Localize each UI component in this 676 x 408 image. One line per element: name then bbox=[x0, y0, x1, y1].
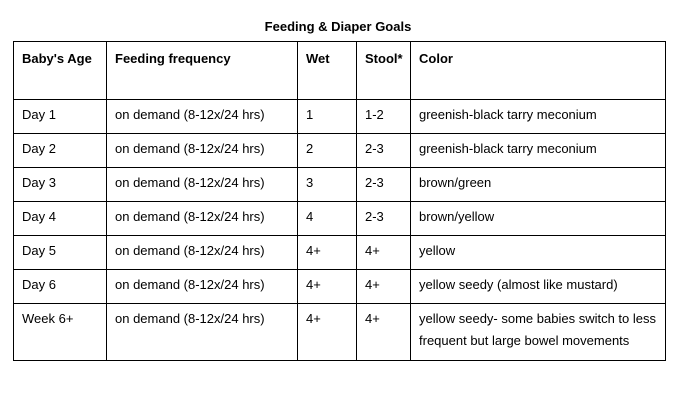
table-row: Day 2 on demand (8-12x/24 hrs) 2 2-3 greenis… bbox=[13, 133, 666, 168]
cell-color: greenish-black tarry meconium bbox=[410, 133, 666, 168]
cell-color: yellow seedy (almost like mustard) bbox=[410, 269, 666, 304]
column-header-wet: Wet bbox=[297, 41, 357, 100]
cell-age: Day 4 bbox=[13, 201, 107, 236]
cell-color: greenish-black tarry meconium bbox=[410, 99, 666, 134]
cell-wet: 4+ bbox=[297, 303, 357, 361]
cell-age: Day 6 bbox=[13, 269, 107, 304]
table-row: Week 6+ on demand (8-12x/24 hrs) 4+ 4+ yello… bbox=[13, 303, 666, 361]
cell-color: brown/yellow bbox=[410, 201, 666, 236]
cell-stool: 2-3 bbox=[356, 167, 411, 202]
cell-age: Day 5 bbox=[13, 235, 107, 270]
cell-color: yellow bbox=[410, 235, 666, 270]
cell-stool: 2-3 bbox=[356, 201, 411, 236]
cell-age: Day 2 bbox=[13, 133, 107, 168]
cell-wet: 1 bbox=[297, 99, 357, 134]
cell-stool: 4+ bbox=[356, 269, 411, 304]
cell-feeding-frequency: on demand (8-12x/24 hrs) bbox=[106, 235, 298, 270]
cell-feeding-frequency: on demand (8-12x/24 hrs) bbox=[106, 303, 298, 361]
table-row: Day 1 on demand (8-12x/24 hrs) 1 1-2 greenis… bbox=[13, 99, 666, 134]
cell-stool: 4+ bbox=[356, 303, 411, 361]
cell-feeding-frequency: on demand (8-12x/24 hrs) bbox=[106, 133, 298, 168]
column-header-feeding-frequency: Feeding frequency bbox=[106, 41, 298, 100]
cell-wet: 4+ bbox=[297, 269, 357, 304]
cell-age: Day 1 bbox=[13, 99, 107, 134]
cell-wet: 2 bbox=[297, 133, 357, 168]
cell-feeding-frequency: on demand (8-12x/24 hrs) bbox=[106, 99, 298, 134]
cell-wet: 4+ bbox=[297, 235, 357, 270]
header-row: Baby's Age Feeding frequency Wet Stool* Colo… bbox=[13, 41, 666, 100]
cell-age: Day 3 bbox=[13, 167, 107, 202]
cell-feeding-frequency: on demand (8-12x/24 hrs) bbox=[106, 201, 298, 236]
cell-stool: 2-3 bbox=[356, 133, 411, 168]
cell-wet: 3 bbox=[297, 167, 357, 202]
table-row: Day 5 on demand (8-12x/24 hrs) 4+ 4+ yellow bbox=[13, 235, 666, 270]
cell-stool: 4+ bbox=[356, 235, 411, 270]
cell-age: Week 6+ bbox=[13, 303, 107, 361]
feeding-diaper-table: Baby's Age Feeding frequency Wet Stool* Colo… bbox=[13, 41, 666, 361]
cell-feeding-frequency: on demand (8-12x/24 hrs) bbox=[106, 167, 298, 202]
table-row: Day 6 on demand (8-12x/24 hrs) 4+ 4+ yellow … bbox=[13, 269, 666, 304]
table-row: Day 4 on demand (8-12x/24 hrs) 4 2-3 brown/y… bbox=[13, 201, 666, 236]
column-header-color: Color bbox=[410, 41, 666, 100]
table-title: Feeding & Diaper Goals bbox=[264, 19, 412, 34]
column-header-age: Baby's Age bbox=[13, 41, 107, 100]
cell-wet: 4 bbox=[297, 201, 357, 236]
cell-feeding-frequency: on demand (8-12x/24 hrs) bbox=[106, 269, 298, 304]
cell-color: yellow seedy- some babies switch to less… bbox=[410, 303, 666, 361]
table-row: Day 3 on demand (8-12x/24 hrs) 3 2-3 brown/g… bbox=[13, 167, 666, 202]
cell-color: brown/green bbox=[410, 167, 666, 202]
column-header-stool: Stool* bbox=[356, 41, 411, 100]
cell-stool: 1-2 bbox=[356, 99, 411, 134]
